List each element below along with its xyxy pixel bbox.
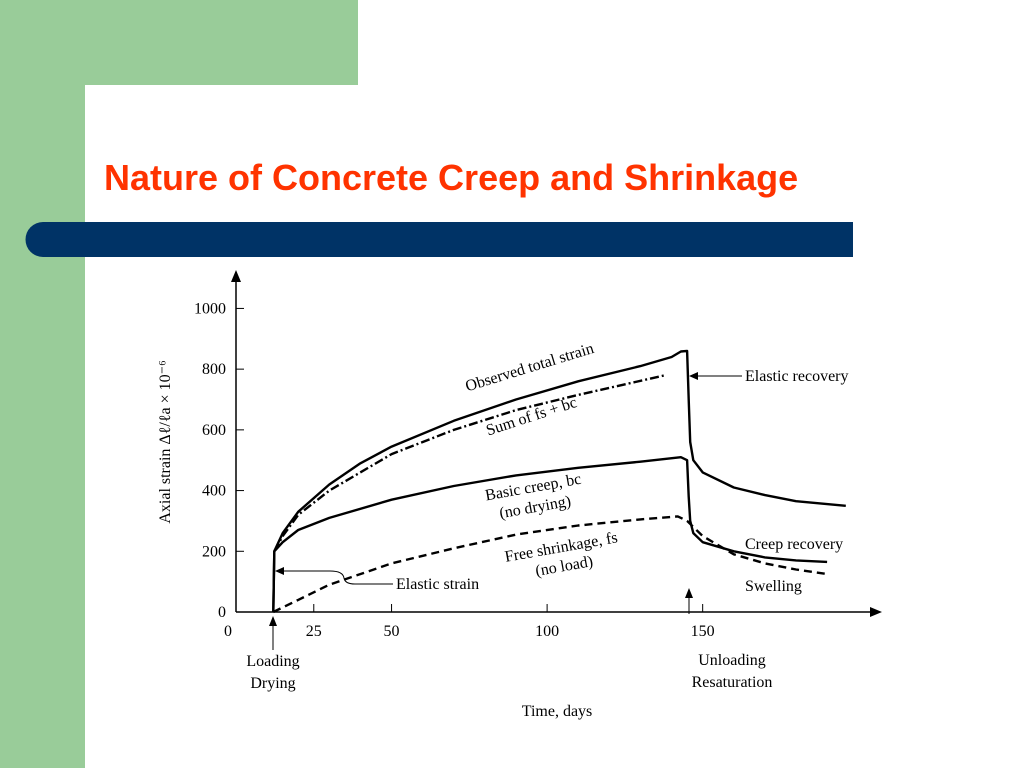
annotation: Elastic strain bbox=[396, 576, 479, 593]
x-tick-label: 100 bbox=[535, 623, 559, 640]
series-line bbox=[272, 349, 846, 613]
axis-arrow bbox=[231, 270, 241, 282]
series-line bbox=[272, 456, 828, 613]
y-tick-label: 1000 bbox=[194, 300, 226, 317]
leader bbox=[280, 570, 393, 585]
annotation: Loading bbox=[246, 653, 299, 670]
annotation: Drying bbox=[250, 675, 295, 692]
annotation: Elastic recovery bbox=[745, 368, 849, 385]
x-tick-label: 25 bbox=[306, 623, 322, 640]
y-tick-label: 800 bbox=[202, 361, 226, 378]
top-band bbox=[0, 0, 358, 85]
y-tick-label: 0 bbox=[218, 604, 226, 621]
x-tick-label: 0 bbox=[224, 623, 232, 640]
annotation: Unloading bbox=[698, 652, 766, 669]
slide-title: Nature of Concrete Creep and Shrinkage bbox=[104, 157, 798, 198]
annotation: Swelling bbox=[745, 578, 802, 595]
x-tick-label: 150 bbox=[691, 623, 715, 640]
annotation: Creep recovery bbox=[745, 536, 843, 553]
x-tick-label: 50 bbox=[384, 623, 400, 640]
annotation: Resaturation bbox=[692, 674, 773, 691]
event-arrowhead bbox=[269, 616, 277, 626]
series-line bbox=[273, 374, 666, 552]
axis-arrow bbox=[870, 607, 882, 617]
title-bar bbox=[25, 222, 853, 257]
plot: Time, days Axial strain Δℓ/ℓa × 10⁻⁶ Obs… bbox=[157, 270, 882, 720]
x-axis-label: Time, days bbox=[522, 703, 593, 720]
y-axis-label: Axial strain Δℓ/ℓa × 10⁻⁶ bbox=[157, 360, 174, 523]
leader-arrow bbox=[689, 372, 698, 380]
side-band bbox=[0, 0, 85, 768]
y-tick-label: 200 bbox=[202, 543, 226, 560]
series-line bbox=[272, 515, 828, 614]
event-arrowhead bbox=[685, 588, 693, 598]
series-label: Observed total strain bbox=[463, 340, 595, 395]
leader-arrow bbox=[275, 567, 284, 575]
y-tick-label: 600 bbox=[202, 422, 226, 439]
y-tick-label: 400 bbox=[202, 483, 226, 500]
